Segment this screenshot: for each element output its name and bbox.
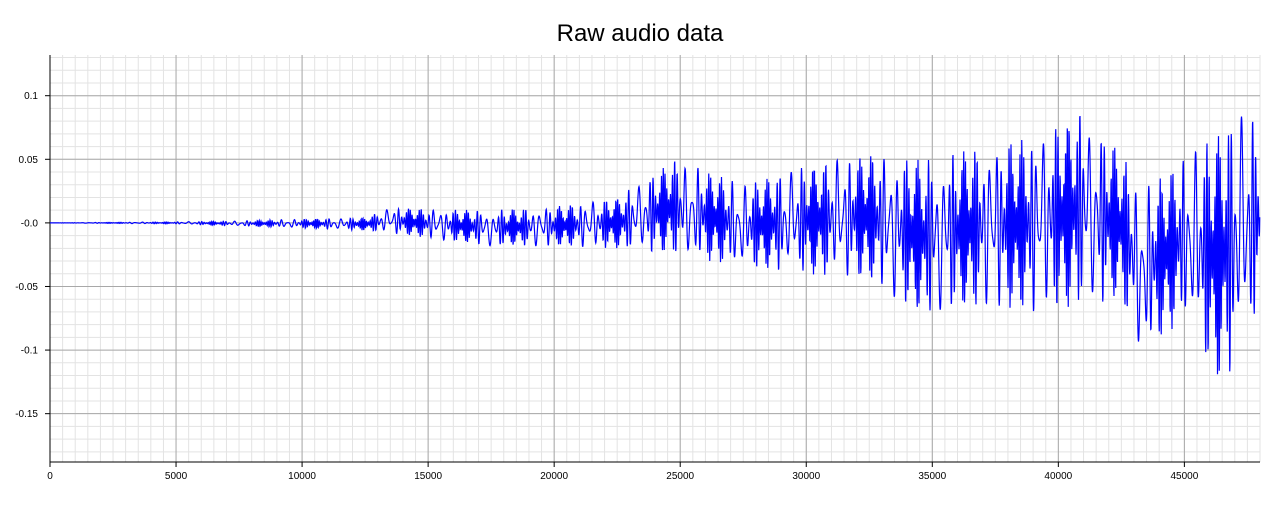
x-tick-label: 30000 xyxy=(792,471,820,482)
x-tick-label: 0 xyxy=(47,471,53,482)
x-tick-label: 45000 xyxy=(1170,471,1198,482)
y-tick-label: -0.0 xyxy=(21,218,39,229)
x-tick-label: 40000 xyxy=(1044,471,1072,482)
y-axis-ticks: 0.1 0.05 -0.0 -0.05 -0.1 -0.15 xyxy=(15,91,50,420)
x-tick-label: 35000 xyxy=(918,471,946,482)
series-group xyxy=(50,115,1261,375)
x-axis-ticks: 0 5000 10000 15000 20000 25000 30000 35000 40000… xyxy=(47,462,1199,482)
y-tick-label: -0.1 xyxy=(21,346,39,357)
chart-title: Raw audio data xyxy=(556,20,724,47)
x-tick-label: 20000 xyxy=(540,471,568,482)
x-tick-label: 10000 xyxy=(288,471,316,482)
x-tick-label: 25000 xyxy=(666,471,694,482)
x-tick-label: 5000 xyxy=(165,471,188,482)
waveform-line xyxy=(50,115,1261,375)
y-tick-label: -0.15 xyxy=(15,409,38,420)
x-tick-label: 15000 xyxy=(414,471,442,482)
y-tick-label: 0.1 xyxy=(24,91,38,102)
y-tick-label: 0.05 xyxy=(19,155,39,166)
y-tick-label: -0.05 xyxy=(15,282,38,293)
